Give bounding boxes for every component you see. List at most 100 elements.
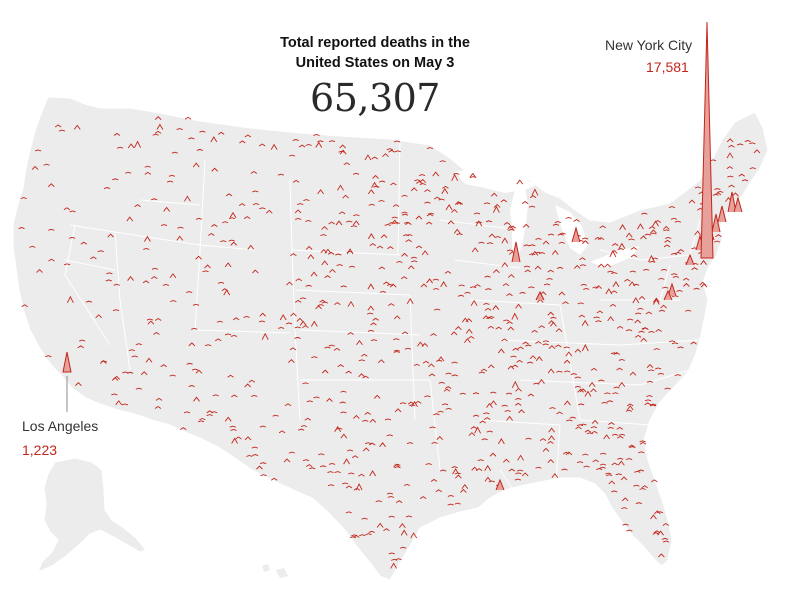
county-spike [387, 246, 394, 250]
county-spike [519, 291, 526, 294]
contiguous-us-shape [12, 96, 769, 581]
county-spike [127, 371, 134, 374]
county-spike [388, 222, 395, 224]
county-spike [334, 471, 341, 474]
county-spike [542, 340, 550, 343]
county-spike [741, 179, 749, 182]
county-spike [671, 273, 678, 276]
county-spike [455, 474, 462, 479]
county-spike [451, 466, 458, 469]
county-spike [379, 290, 387, 293]
county-spike [599, 225, 606, 229]
county-spike [654, 219, 662, 223]
county-spike [339, 149, 347, 155]
county-spike [550, 316, 557, 319]
county-spike [584, 429, 592, 433]
county-spike [691, 267, 698, 271]
county-spike [433, 413, 440, 416]
county-spike [326, 397, 333, 402]
county-spike [313, 396, 320, 399]
county-spike [361, 353, 368, 357]
county-spike [488, 480, 495, 483]
county-spike [95, 314, 103, 319]
county-spike [603, 434, 611, 440]
county-spike [321, 225, 328, 230]
county-spike [528, 205, 536, 208]
county-spike [386, 434, 393, 437]
county-spike [450, 331, 458, 336]
county-spike [260, 462, 267, 465]
county-spike [677, 346, 684, 349]
county-spike [464, 338, 471, 344]
county-spike [362, 419, 369, 422]
county-spike [715, 234, 722, 238]
county-spike [576, 424, 584, 427]
county-spike [445, 372, 452, 375]
county-spike [362, 447, 370, 452]
county-spike [579, 388, 587, 393]
county-spike [47, 183, 55, 188]
county-spike [390, 182, 397, 186]
county-spike [188, 342, 196, 347]
county-spike [486, 317, 493, 320]
hotspot-spike [685, 253, 695, 266]
county-spike [606, 474, 613, 477]
county-spike [155, 397, 163, 401]
county-spike [525, 344, 532, 347]
county-spike [409, 404, 416, 407]
county-spike [413, 364, 420, 366]
county-spike [231, 437, 239, 444]
county-spike [510, 355, 517, 358]
county-spike [451, 173, 459, 182]
county-spike [351, 534, 358, 537]
county-spike [468, 432, 476, 437]
county-spike [321, 260, 329, 266]
county-spike [579, 257, 586, 261]
county-spike [434, 308, 441, 311]
county-spike [358, 359, 365, 362]
county-spike [604, 392, 611, 395]
county-spike [292, 179, 300, 183]
county-spike [542, 447, 550, 452]
county-spike [641, 212, 648, 215]
county-spike [300, 425, 308, 428]
county-spike [317, 304, 324, 307]
county-spike [349, 536, 357, 539]
county-spike [272, 414, 279, 417]
county-spike [565, 351, 573, 357]
county-spike [526, 361, 534, 364]
county-spike [618, 358, 625, 361]
county-spike [346, 251, 353, 253]
county-spike [569, 416, 576, 419]
county-spike [321, 369, 329, 374]
county-spike [637, 223, 644, 230]
county-spike [367, 232, 375, 240]
county-spike [407, 265, 415, 270]
county-spike [310, 271, 318, 277]
county-spike [401, 252, 408, 257]
county-spike [421, 250, 429, 256]
county-spike [471, 247, 479, 253]
county-spike [317, 189, 324, 195]
county-spike [315, 305, 322, 310]
county-spike [277, 173, 285, 176]
county-spike [511, 364, 519, 368]
county-spike [454, 201, 462, 205]
county-spike [184, 195, 191, 202]
county-spike [565, 217, 572, 219]
county-spike [616, 325, 624, 329]
spike-layer [18, 116, 761, 569]
county-spike [728, 184, 735, 188]
county-spike [535, 466, 542, 469]
county-spike [639, 488, 646, 490]
county-spike [380, 234, 388, 239]
county-spike [555, 328, 563, 333]
county-spike [624, 278, 631, 282]
county-spike [295, 278, 303, 282]
county-spike [726, 138, 734, 143]
county-spike [515, 398, 522, 400]
county-spike [607, 426, 614, 429]
county-spike [43, 163, 50, 166]
county-spike [195, 217, 203, 220]
county-spike [598, 379, 605, 382]
